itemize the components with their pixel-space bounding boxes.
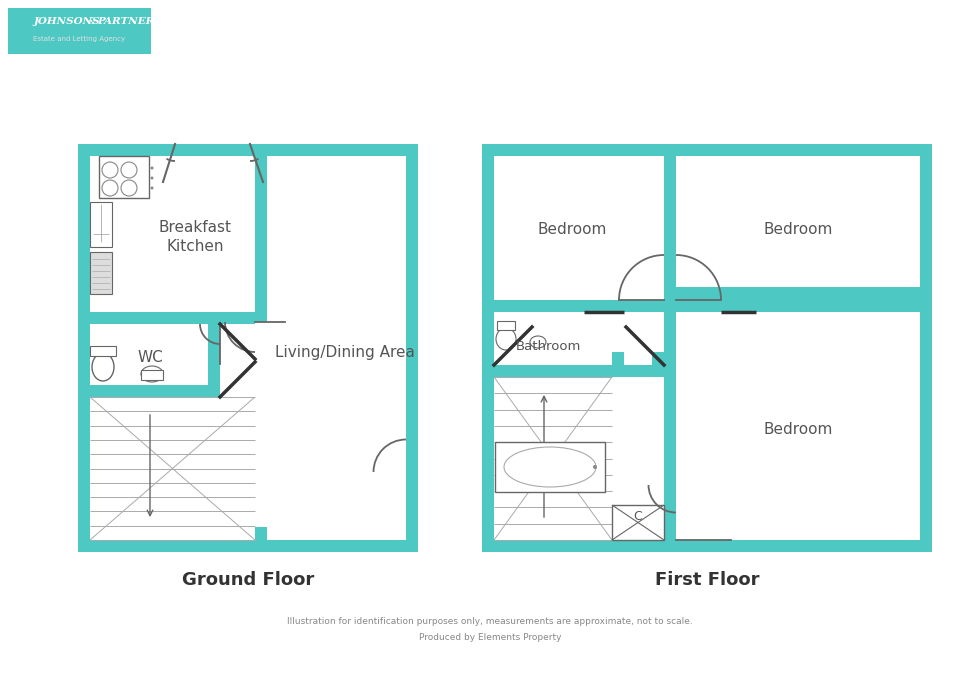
Bar [494, 300, 664, 312]
Text: Bedroom: Bedroom [763, 223, 833, 237]
Circle shape [102, 180, 118, 196]
Bar [860, 144, 910, 156]
Bar [497, 321, 515, 330]
Text: Estate and Letting Agency: Estate and Letting Agency [33, 36, 125, 42]
Bar [494, 365, 664, 377]
Bar [90, 312, 255, 324]
Bar [255, 527, 267, 552]
Bar [482, 540, 932, 552]
Circle shape [151, 167, 154, 170]
Text: Breakfast
Kitchen: Breakfast Kitchen [159, 219, 231, 255]
Bar [676, 290, 920, 302]
Ellipse shape [496, 328, 516, 350]
Bar [90, 385, 220, 397]
Bar [141, 370, 163, 380]
Ellipse shape [504, 447, 596, 487]
Bar [208, 324, 220, 397]
Bar [730, 144, 785, 156]
Bar [664, 144, 676, 312]
Bar [215, 144, 255, 156]
Circle shape [102, 162, 118, 178]
Bar [90, 252, 112, 294]
Circle shape [593, 465, 597, 469]
Text: JOHNSONS: JOHNSONS [34, 17, 101, 26]
Bar [664, 312, 676, 552]
Bar [78, 307, 90, 337]
Text: Ground Floor: Ground Floor [182, 571, 315, 589]
Circle shape [151, 187, 154, 190]
Bar [255, 144, 267, 322]
Bar [90, 144, 175, 156]
Bar [90, 346, 116, 356]
Bar [482, 144, 494, 552]
Bar [406, 144, 418, 552]
Ellipse shape [92, 353, 114, 381]
Text: Living/Dining Area: Living/Dining Area [275, 345, 415, 360]
Text: First Floor: First Floor [655, 571, 760, 589]
Text: Bedroom: Bedroom [763, 423, 833, 437]
Bar [78, 144, 418, 156]
Circle shape [121, 162, 137, 178]
Bar [494, 144, 574, 156]
Bar [676, 287, 920, 299]
Bar [300, 144, 325, 156]
Ellipse shape [530, 336, 546, 348]
Bar [860, 540, 910, 552]
Bar [652, 352, 664, 377]
Bar [584, 144, 599, 156]
Circle shape [151, 176, 154, 179]
Bar [8, 8, 151, 54]
Bar [676, 300, 920, 312]
Bar [482, 144, 932, 156]
Bar [90, 202, 112, 247]
Bar [612, 352, 624, 377]
Text: Bedroom: Bedroom [537, 223, 607, 237]
Ellipse shape [141, 366, 163, 382]
Bar [530, 540, 585, 552]
Bar [78, 144, 90, 552]
Bar [620, 144, 670, 156]
Text: C: C [634, 511, 642, 524]
Text: PARTNERS: PARTNERS [97, 17, 162, 26]
Text: WC: WC [137, 349, 163, 365]
Text: Illustration for identification purposes only, measurements are approximate, not: Illustration for identification purposes… [287, 617, 693, 626]
Circle shape [121, 180, 137, 196]
Bar [99, 156, 149, 198]
Bar [495, 442, 605, 492]
Text: &: & [88, 17, 96, 26]
Text: Bathroom: Bathroom [515, 340, 581, 354]
Bar [920, 144, 932, 552]
Text: Produced by Elements Property: Produced by Elements Property [418, 632, 562, 641]
Bar [612, 505, 664, 540]
Bar [78, 540, 418, 552]
Bar [500, 144, 555, 156]
